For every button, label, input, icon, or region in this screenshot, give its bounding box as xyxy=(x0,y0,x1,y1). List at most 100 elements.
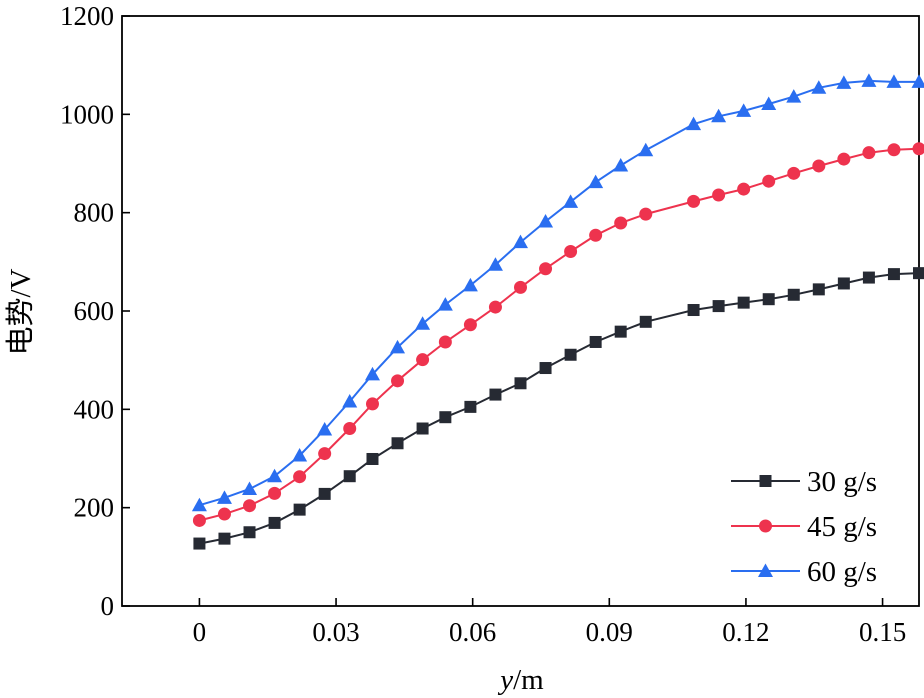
data-point xyxy=(487,257,503,271)
legend-entry: 30 g/s xyxy=(731,466,877,498)
legend-marker xyxy=(759,475,772,487)
data-point xyxy=(464,400,477,413)
data-point xyxy=(243,526,256,539)
data-point xyxy=(293,470,307,484)
data-point xyxy=(639,315,652,328)
data-point xyxy=(318,487,331,500)
data-point xyxy=(514,377,527,390)
data-point xyxy=(538,214,554,228)
legend-label: 45 g/s xyxy=(807,511,877,543)
data-point xyxy=(343,422,357,436)
x-tick-label: 0.12 xyxy=(722,617,769,647)
data-point xyxy=(343,470,356,483)
data-point xyxy=(293,503,306,516)
y-tick-label: 400 xyxy=(74,394,115,424)
data-point xyxy=(416,422,429,435)
data-point xyxy=(589,335,602,348)
data-point xyxy=(862,146,876,160)
data-point xyxy=(462,277,478,292)
plot-frame xyxy=(121,15,920,607)
data-point xyxy=(787,288,800,301)
data-point xyxy=(588,174,604,189)
data-point xyxy=(564,348,577,361)
x-axis-title-variable: y xyxy=(497,664,513,696)
data-point xyxy=(687,304,700,317)
data-point xyxy=(242,481,258,495)
data-point xyxy=(812,283,825,296)
data-point xyxy=(415,316,431,330)
data-point xyxy=(639,207,653,221)
data-point xyxy=(514,280,527,294)
data-point xyxy=(887,143,901,157)
data-point xyxy=(912,142,924,156)
x-tick-label: 0 xyxy=(193,617,207,647)
data-point xyxy=(886,74,902,88)
data-point xyxy=(317,421,333,436)
data-point xyxy=(463,318,477,332)
data-point xyxy=(686,116,702,131)
data-point xyxy=(292,448,308,462)
data-point xyxy=(437,297,453,311)
x-tick-label: 0.03 xyxy=(312,617,359,647)
y-tick-label: 800 xyxy=(74,198,115,228)
data-point xyxy=(589,228,603,242)
legend: 30 g/s 45 g/s 60 g/s xyxy=(731,466,877,588)
y-axis-title: 电势/V xyxy=(4,268,37,355)
data-point xyxy=(192,513,206,527)
data-point xyxy=(191,497,207,512)
data-point xyxy=(837,277,850,290)
data-point xyxy=(913,267,924,280)
x-tick-label: 0.15 xyxy=(859,617,906,647)
data-point xyxy=(811,80,827,94)
series-line xyxy=(199,272,920,545)
y-tick-label: 200 xyxy=(74,493,115,523)
data-point xyxy=(613,157,629,172)
data-point xyxy=(737,182,751,196)
series-line xyxy=(199,79,919,507)
data-point xyxy=(391,374,405,388)
data-point xyxy=(243,499,257,513)
data-point xyxy=(342,393,358,408)
data-point xyxy=(416,353,430,367)
y-tick-label: 600 xyxy=(74,296,115,326)
data-point xyxy=(268,486,282,500)
data-point xyxy=(737,296,750,309)
data-point xyxy=(911,74,924,88)
data-point xyxy=(218,532,231,545)
x-axis-title: y/m xyxy=(497,664,544,696)
data-point xyxy=(268,516,281,529)
x-axis-title-unit: /m xyxy=(513,664,544,696)
series-lines xyxy=(191,73,924,550)
data-point xyxy=(837,152,851,166)
data-point xyxy=(812,159,826,173)
data-point xyxy=(712,300,725,313)
series-3 xyxy=(191,73,924,512)
data-point xyxy=(366,452,379,465)
data-point xyxy=(711,108,727,123)
data-point xyxy=(614,216,628,230)
data-point xyxy=(563,194,579,208)
legend-label: 60 g/s xyxy=(807,556,877,588)
data-point xyxy=(638,142,654,157)
x-tick-label: 0.09 xyxy=(586,617,633,647)
data-point xyxy=(862,271,875,284)
data-point xyxy=(887,268,900,281)
data-point xyxy=(539,362,552,375)
data-point xyxy=(539,262,553,276)
data-point xyxy=(836,75,852,89)
data-point xyxy=(762,174,776,188)
data-point xyxy=(712,188,726,202)
x-tick-label: 0.06 xyxy=(449,617,496,647)
data-point xyxy=(365,397,379,411)
legend-entry: 45 g/s xyxy=(731,511,877,543)
data-point xyxy=(787,166,801,180)
data-point xyxy=(687,194,701,208)
data-point xyxy=(786,89,802,103)
y-tick-label: 0 xyxy=(101,591,115,621)
data-point xyxy=(564,245,578,259)
data-point xyxy=(364,366,380,381)
data-point xyxy=(513,234,528,249)
series-line xyxy=(199,147,920,522)
data-point xyxy=(761,96,777,111)
